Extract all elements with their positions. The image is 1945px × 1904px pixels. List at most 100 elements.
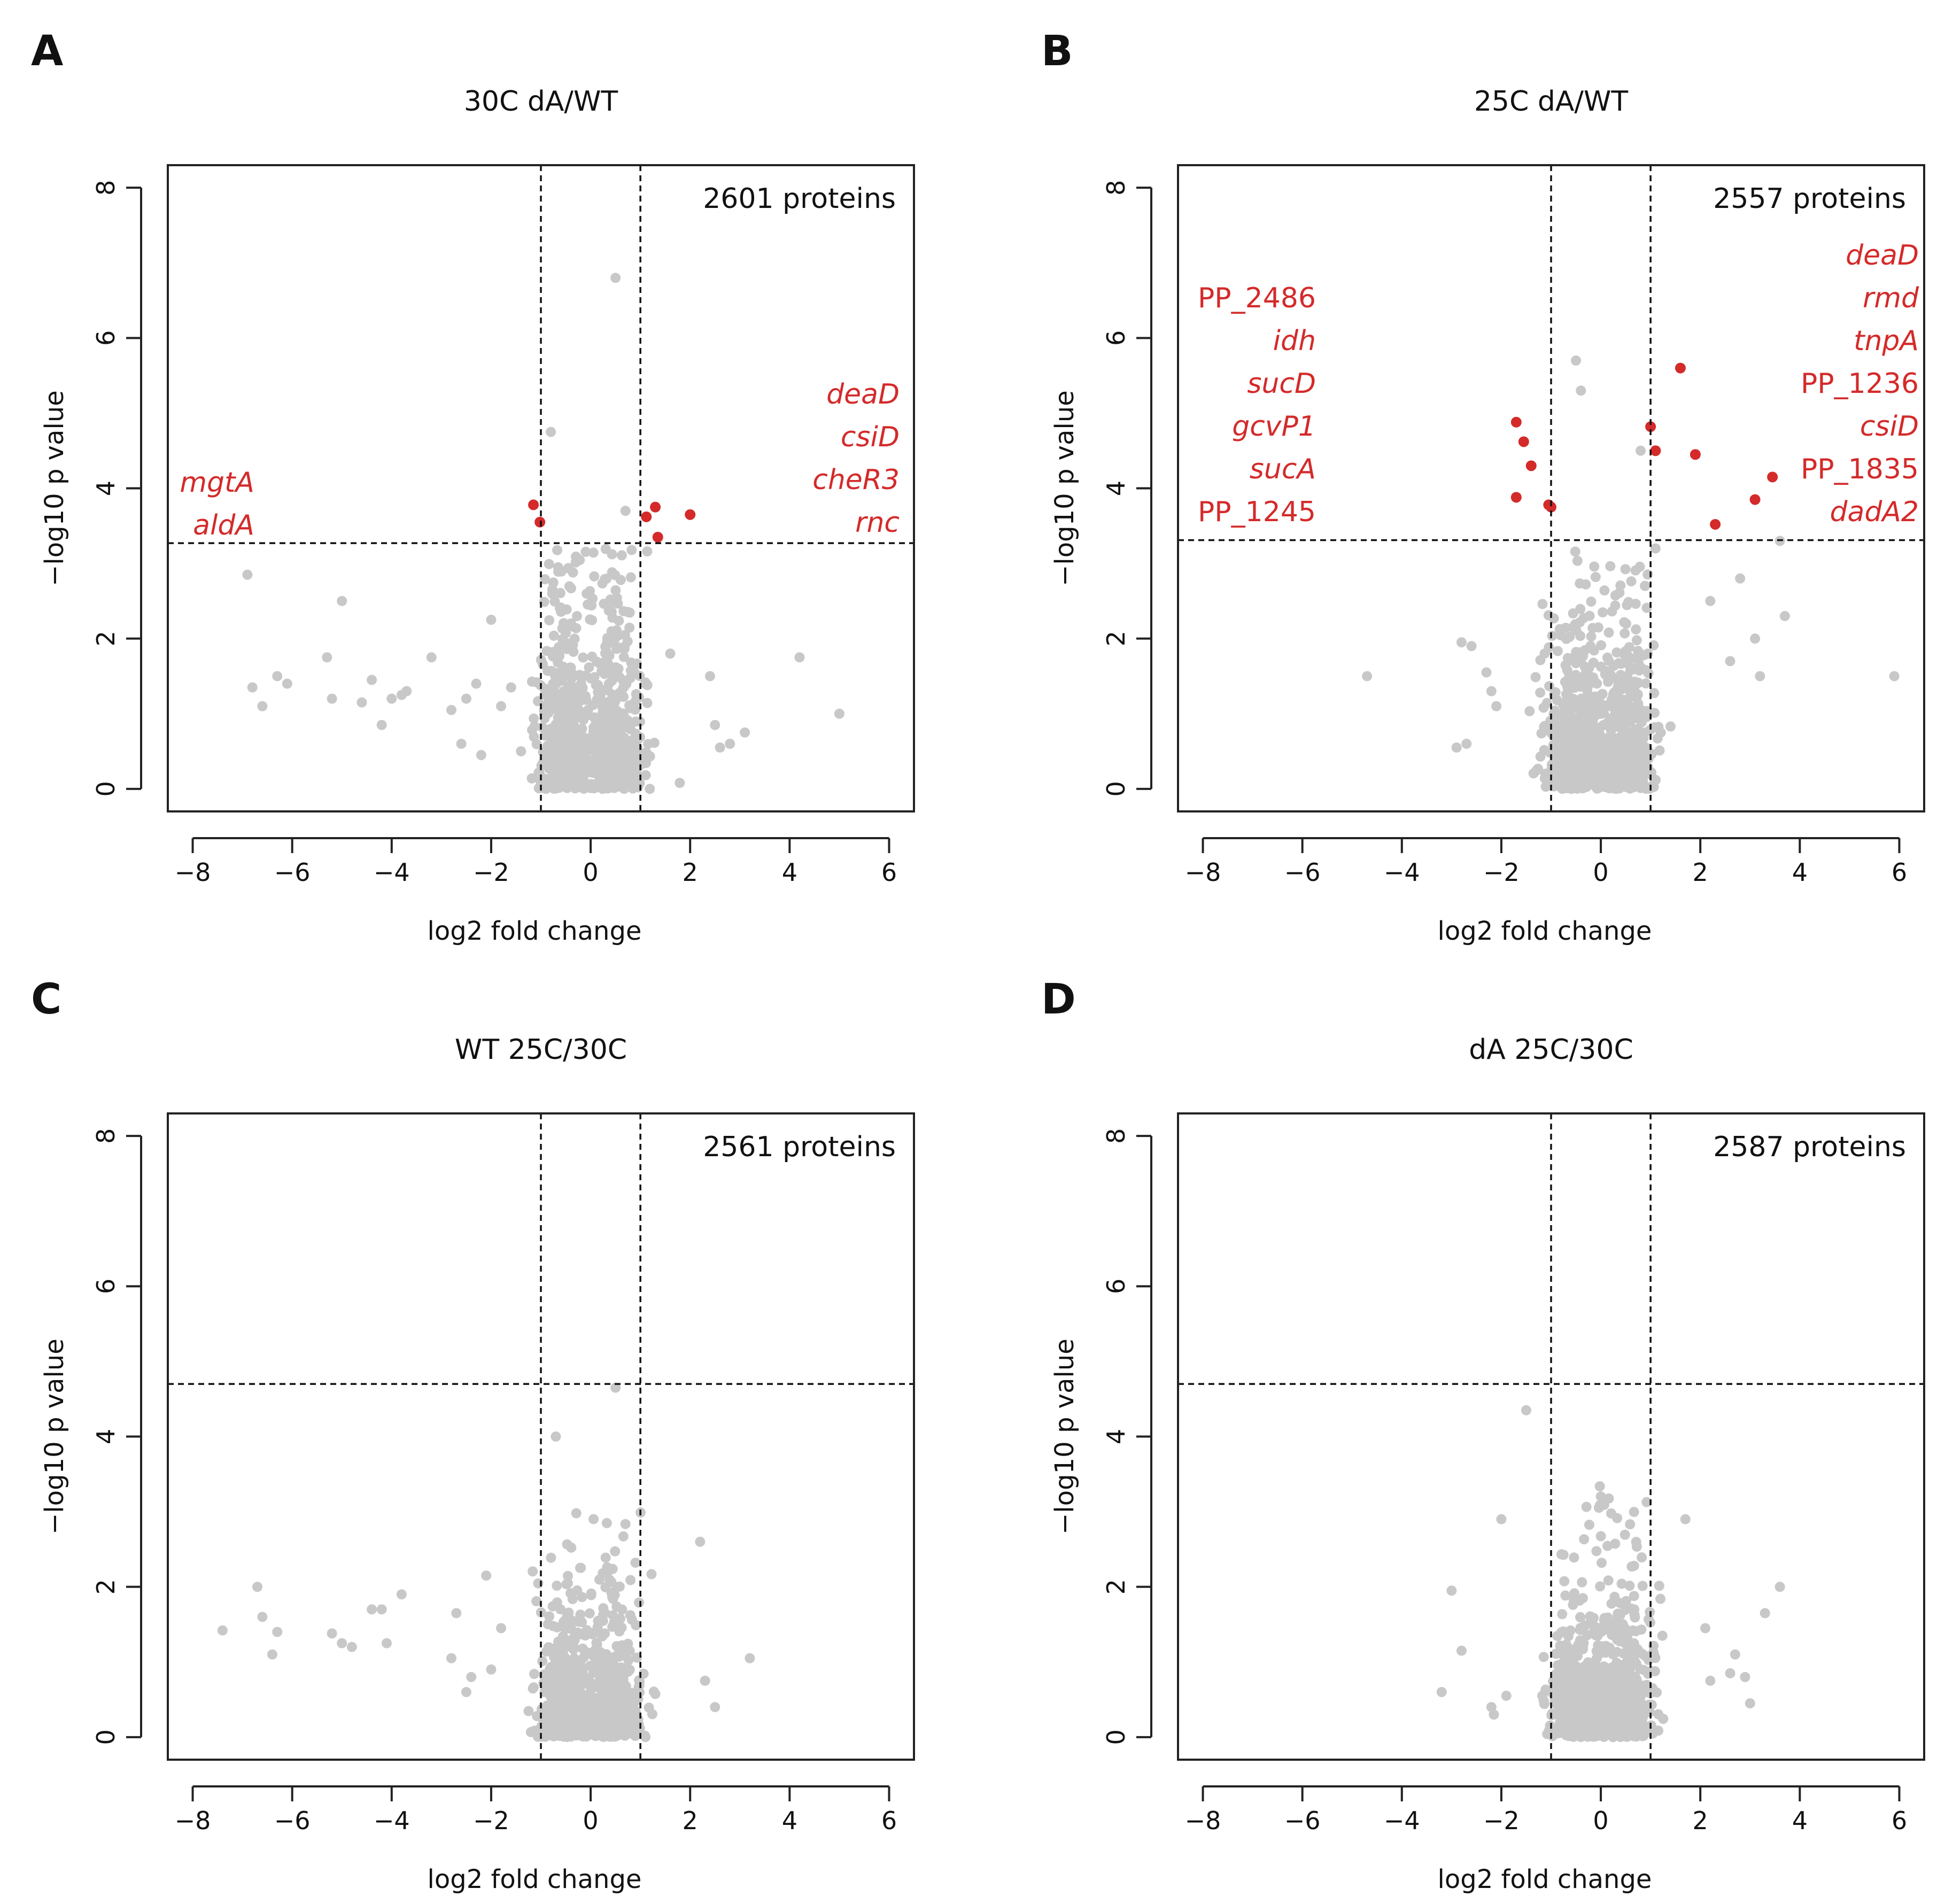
data-point bbox=[1590, 572, 1601, 583]
y-tick-label: 6 bbox=[91, 1279, 120, 1294]
data-point bbox=[549, 768, 560, 779]
data-point bbox=[1615, 670, 1626, 680]
x-tick-label: 6 bbox=[1892, 858, 1907, 887]
data-point bbox=[327, 693, 337, 704]
data-point bbox=[547, 651, 558, 662]
data-point bbox=[613, 663, 624, 674]
data-point bbox=[609, 1617, 619, 1628]
data-point bbox=[1626, 1697, 1637, 1708]
data-point bbox=[576, 672, 587, 683]
data-point bbox=[367, 1604, 377, 1615]
data-point bbox=[616, 550, 627, 561]
data-point bbox=[569, 633, 580, 644]
data-point bbox=[602, 660, 613, 670]
data-point bbox=[1634, 740, 1645, 751]
data-point bbox=[547, 724, 558, 735]
data-point bbox=[605, 1575, 615, 1585]
data-point bbox=[623, 776, 633, 787]
data-point bbox=[619, 680, 630, 691]
y-axis-label: −log10 p value bbox=[1050, 1338, 1080, 1535]
data-point bbox=[1461, 738, 1472, 749]
data-point bbox=[1607, 1721, 1617, 1732]
x-tick-label: 0 bbox=[583, 1806, 598, 1835]
data-point bbox=[620, 1519, 631, 1529]
y-axis-label: −log10 p value bbox=[40, 1338, 69, 1535]
data-point bbox=[357, 697, 367, 708]
data-point bbox=[618, 692, 629, 702]
data-point bbox=[565, 1663, 576, 1674]
data-point bbox=[604, 1705, 615, 1716]
data-point bbox=[1631, 624, 1641, 634]
data-point bbox=[593, 680, 603, 691]
data-point bbox=[1489, 1709, 1499, 1720]
data-point bbox=[551, 1431, 561, 1442]
data-point bbox=[1595, 1581, 1606, 1592]
data-point bbox=[589, 1682, 600, 1693]
data-point bbox=[1544, 642, 1554, 653]
data-point bbox=[665, 648, 676, 659]
data-point bbox=[631, 1707, 641, 1718]
data-point bbox=[1779, 610, 1790, 621]
data-point bbox=[609, 754, 619, 765]
data-point bbox=[1619, 1529, 1630, 1540]
data-point bbox=[1613, 765, 1624, 776]
x-tick-label: 4 bbox=[782, 858, 797, 887]
data-point bbox=[1606, 1508, 1616, 1519]
data-point bbox=[1597, 688, 1608, 699]
data-point bbox=[1491, 701, 1502, 711]
data-point bbox=[1541, 698, 1552, 708]
data-point bbox=[584, 599, 595, 610]
data-point bbox=[642, 680, 653, 691]
data-point bbox=[1535, 751, 1546, 762]
data-point bbox=[1628, 1658, 1639, 1669]
x-tick-label: −6 bbox=[1284, 858, 1321, 887]
data-point bbox=[559, 697, 570, 708]
data-point bbox=[623, 1655, 634, 1666]
data-point bbox=[1595, 661, 1606, 672]
data-point bbox=[640, 770, 651, 780]
data-point bbox=[1575, 1612, 1586, 1622]
data-point bbox=[548, 630, 559, 641]
data-point bbox=[745, 1653, 755, 1663]
data-point bbox=[604, 601, 615, 612]
data-point bbox=[337, 1638, 347, 1648]
data-point bbox=[1564, 670, 1575, 681]
x-tick-label: −4 bbox=[374, 858, 410, 887]
data-point bbox=[584, 1608, 595, 1619]
data-point bbox=[1632, 708, 1642, 719]
y-tick-label: 8 bbox=[91, 180, 120, 196]
data-point bbox=[396, 1589, 407, 1600]
data-point bbox=[1362, 671, 1373, 682]
data-point bbox=[564, 581, 575, 592]
data-point bbox=[545, 1681, 555, 1692]
data-point bbox=[588, 727, 599, 738]
data-point bbox=[1740, 1671, 1750, 1682]
data-point bbox=[247, 682, 258, 693]
data-point bbox=[1620, 646, 1631, 657]
y-axis-label: −log10 p value bbox=[40, 390, 69, 586]
data-point bbox=[525, 1727, 536, 1737]
data-point bbox=[640, 1732, 651, 1743]
x-axis-label: log2 fold change bbox=[428, 916, 642, 946]
data-point bbox=[585, 614, 595, 625]
data-point bbox=[606, 1588, 617, 1598]
data-point bbox=[461, 693, 471, 704]
x-tick-label: 2 bbox=[683, 1806, 698, 1835]
data-point bbox=[540, 700, 551, 711]
data-point bbox=[1606, 701, 1617, 712]
data-point bbox=[623, 1706, 633, 1716]
data-point bbox=[1623, 659, 1634, 670]
panel-letter: A bbox=[31, 27, 63, 75]
data-point bbox=[614, 615, 624, 626]
data-point bbox=[538, 1723, 548, 1733]
data-point bbox=[1617, 1629, 1628, 1639]
data-point bbox=[257, 1612, 268, 1622]
data-point bbox=[563, 1623, 574, 1634]
data-point bbox=[1554, 755, 1564, 765]
gene-label-left: gcvP1 bbox=[1232, 411, 1316, 443]
data-point bbox=[1639, 1665, 1649, 1675]
data-point bbox=[1570, 619, 1580, 630]
data-point bbox=[1557, 1609, 1568, 1620]
panel-letter: C bbox=[31, 976, 61, 1024]
